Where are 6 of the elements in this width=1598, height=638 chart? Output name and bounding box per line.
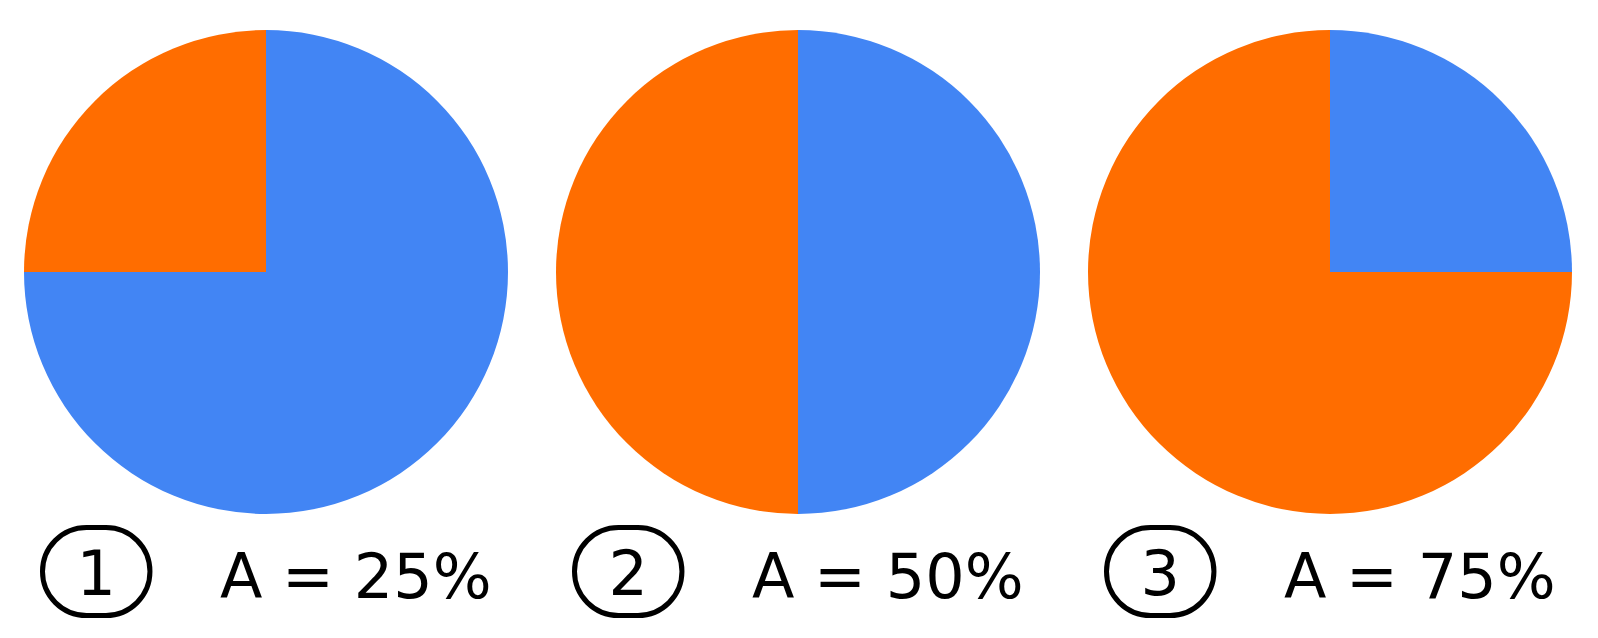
text: 1 [76, 537, 116, 610]
text: A = 75% [1284, 539, 1556, 613]
text: 2 [608, 537, 648, 610]
text: 3 [1140, 537, 1180, 610]
text: A = 50% [752, 539, 1024, 613]
text: A = 25% [220, 539, 492, 613]
